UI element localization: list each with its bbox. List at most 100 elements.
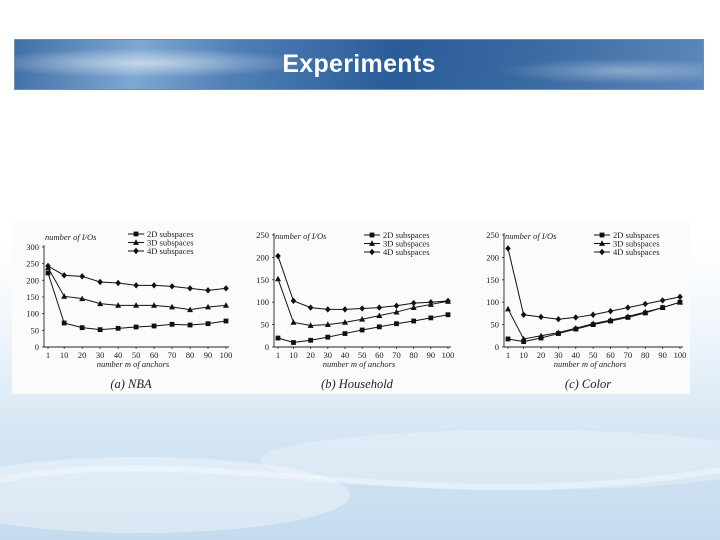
x-tick-label: 90 [658,350,667,360]
data-point [61,293,68,299]
legend-label: 2D subspaces [613,230,660,240]
legend-marker [133,247,139,255]
data-point [607,307,614,315]
data-point [625,304,631,311]
data-point [290,319,297,325]
data-point [376,312,383,319]
experiments-figure: 0 50 100 150 200 250 300 1 10 20 30 40 50 60 70 80 90 100… [12,222,690,394]
data-point [394,321,399,327]
data-point [342,331,348,336]
x-tick-label: 60 [606,350,615,360]
data-point [151,323,157,329]
data-point [61,320,67,326]
data-point [307,322,314,328]
series-line-3 [507,248,681,320]
data-point [79,325,85,331]
x-tick-label: 60 [375,350,384,360]
x-tick-label: 50 [132,350,141,360]
legend-marker [133,239,139,245]
data-point [520,335,527,342]
data-point [393,308,400,315]
legend-label: 3D subspaces [383,239,430,249]
x-tick-label: 100 [220,350,233,360]
x-tick-label: 10 [289,350,298,360]
data-point [607,316,614,323]
x-tick-label: 1 [276,350,280,360]
data-point [133,282,139,289]
data-point [308,337,314,343]
data-point [275,275,281,282]
data-point [275,335,281,341]
data-point [590,320,597,327]
series-line-1 [507,301,681,343]
legend-label: 2D subspaces [383,230,430,240]
data-point [393,302,400,309]
data-point [521,339,527,345]
y-tick-label: 250 [26,259,39,269]
data-point [151,302,158,308]
data-point [505,245,511,252]
x-tick-label: 70 [168,350,177,360]
legend-label: 4D subspaces [613,247,660,257]
data-point [359,305,365,312]
data-point [115,325,121,331]
x-tick-label: 10 [60,350,69,360]
data-point [538,313,544,321]
panel-label: (a) NBA [110,377,152,391]
x-tick-label: 90 [427,350,436,360]
data-point [45,262,51,270]
data-point [505,336,511,342]
x-axis-title: number m of anchors [323,359,396,369]
y-tick-label: 50 [491,320,500,330]
y-tick-label: 300 [26,242,39,252]
y-tick-label: 0 [495,342,499,352]
x-tick-label: 90 [204,350,213,360]
data-point [223,285,229,292]
y-tick-label: 100 [26,309,39,319]
data-point [410,299,417,307]
y-axis-title: number of I/Os [45,232,97,242]
data-point [324,306,331,313]
y-tick-label: 150 [26,292,39,302]
x-tick-label: 30 [96,350,105,360]
x-tick-label: 30 [324,350,333,360]
data-point [133,302,140,308]
data-point [223,302,229,308]
data-point [572,314,579,321]
data-point [572,324,579,331]
data-point [223,318,229,324]
data-point [133,324,139,330]
legend-label: 2D subspaces [147,229,194,239]
data-point [411,318,417,324]
x-tick-label: 1 [506,350,510,360]
data-point [187,322,193,328]
panel-label: (c) Color [565,377,611,391]
data-point [291,340,296,345]
data-point [325,334,331,340]
data-point [307,304,314,311]
data-point [555,329,562,336]
x-tick-label: 50 [589,350,598,360]
x-tick-label: 40 [341,350,350,360]
data-point [590,311,596,318]
y-tick-label: 200 [26,275,39,285]
x-axis-title: number m of anchors [554,359,627,369]
data-point [538,332,545,339]
data-point [341,319,348,325]
legend-label: 4D subspaces [383,247,430,257]
y-tick-label: 200 [256,252,269,262]
series-line-2 [507,301,681,340]
y-tick-label: 250 [256,230,269,240]
data-point [324,321,331,327]
x-tick-label: 70 [392,350,401,360]
data-point [428,299,434,306]
y-tick-label: 150 [486,275,499,285]
x-tick-label: 20 [78,350,87,360]
x-tick-label: 1 [46,350,50,360]
y-tick-label: 0 [35,342,39,352]
x-tick-label: 100 [442,350,455,360]
y-tick-label: 100 [256,297,269,307]
x-tick-label: 80 [186,350,195,360]
y-axis-title: number of I/Os [275,231,327,241]
